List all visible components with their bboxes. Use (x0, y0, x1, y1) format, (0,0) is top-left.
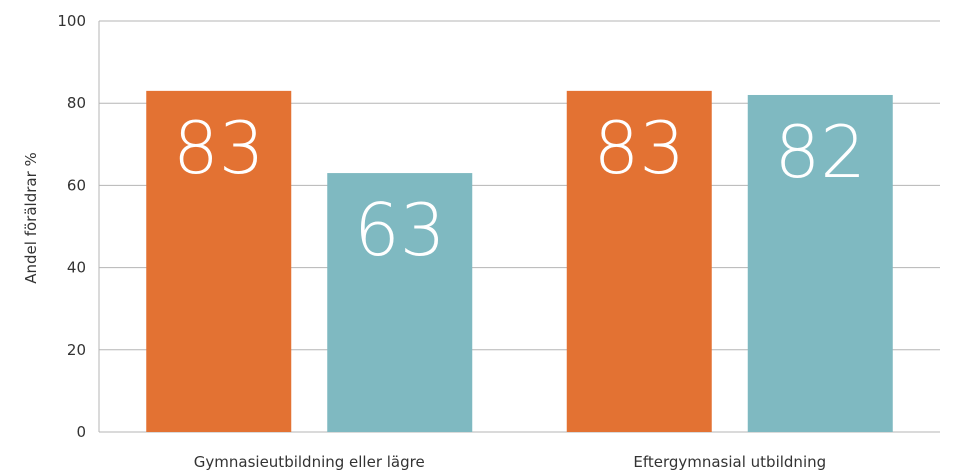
y-tick-label: 20 (67, 341, 86, 359)
y-tick-label: 100 (57, 12, 86, 30)
bar (566, 90, 712, 433)
bar-value-label: 82 (774, 110, 866, 194)
bar-value-label: 83 (173, 106, 265, 190)
y-axis-title: Andel föräldrar % (22, 152, 40, 284)
bar (327, 173, 473, 432)
x-category-label: Gymnasieutbildning eller lägre (194, 453, 425, 471)
x-category-label: Eftergymnasial utbildning (633, 453, 826, 471)
bar (747, 94, 893, 432)
data-labels: 83 63 83 82 (173, 106, 866, 272)
y-axis-ticks: 0 20 40 60 80 100 (57, 12, 86, 441)
bars (146, 90, 893, 433)
bar (146, 90, 292, 433)
y-tick-label: 40 (67, 259, 86, 277)
y-tick-label: 80 (67, 94, 86, 112)
x-axis-categories: Gymnasieutbildning eller lägre Eftergymna… (194, 453, 826, 471)
bar-value-label: 63 (354, 188, 446, 272)
y-tick-label: 60 (67, 176, 86, 194)
y-tick-label: 0 (76, 423, 86, 441)
bar-value-label: 83 (593, 106, 685, 190)
